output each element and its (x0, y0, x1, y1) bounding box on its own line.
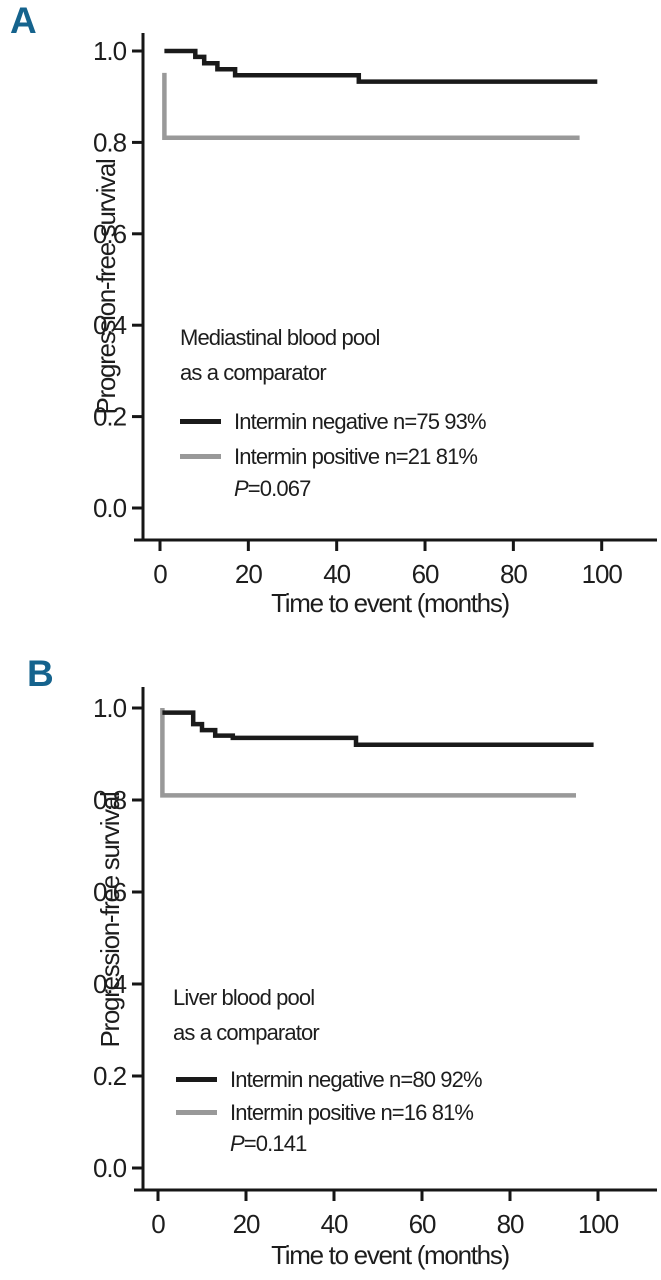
x-tick-label: 40 (321, 1209, 348, 1239)
legend-item-interim-negative: Intermin negative n=80 92% (176, 1063, 483, 1096)
x-tick-label: 20 (233, 1209, 260, 1239)
x-tick-label: 100 (578, 1209, 619, 1239)
p-value: P=0.067 (180, 474, 486, 504)
x-tick-label: 80 (497, 1209, 524, 1239)
annotation-line-1: Mediastinal blood pool (180, 325, 380, 350)
y-tick-label: 0.4 (93, 969, 127, 999)
y-tick-label: 0.0 (93, 493, 127, 523)
y-tick-label: 1.0 (93, 36, 127, 66)
survival-curve-interim-positive (162, 72, 580, 141)
legend-label: Intermin positive n=16 81% (230, 1099, 474, 1125)
legend: Intermin negative n=75 93% Intermin posi… (180, 404, 487, 504)
annotation-line-2: as a comparator (180, 360, 327, 385)
x-axis-title: Time to event (months) (271, 1240, 510, 1270)
legend-item-interim-positive: Intermin positive n=21 81% (180, 439, 486, 474)
x-tick-label: 0 (151, 1209, 165, 1239)
x-tick-label: 60 (409, 1209, 436, 1239)
negative-curve-swatch (176, 1077, 217, 1082)
annotation-line-2: as a comparator (173, 1020, 320, 1045)
legend: Intermin negative n=80 92% Intermin posi… (176, 1063, 483, 1159)
survival-curve-interim-negative (164, 48, 598, 84)
y-tick-label: 0.8 (93, 785, 127, 815)
x-tick-label: 40 (323, 559, 350, 589)
survival-curve-interim-positive (160, 708, 576, 798)
p-value-text: =0.067 (247, 476, 311, 501)
legend-label: Intermin positive n=21 81% (234, 443, 478, 469)
y-tick-label: 0.4 (93, 310, 127, 340)
panel-b-label: B (27, 653, 54, 694)
x-tick-label: 60 (412, 559, 439, 589)
y-tick-label: 0.0 (93, 1153, 127, 1183)
y-tick-label: 0.6 (93, 877, 127, 907)
x-tick-label: 80 (500, 559, 527, 589)
negative-curve-swatch (180, 419, 221, 424)
p-symbol: P (230, 1131, 245, 1156)
legend-label: Intermin negative n=80 92% (230, 1066, 483, 1092)
survival-curve-interim-negative (162, 710, 594, 748)
kaplan-meier-chart-b: 0.0 0.2 0.4 0.6 0.8 1.0 0 20 40 60 80 100 (93, 687, 657, 1239)
positive-curve-swatch (176, 1110, 217, 1115)
y-tick-label: 0.2 (93, 1061, 127, 1091)
comparator-annotation: Liver blood pool as a comparator (173, 980, 320, 1050)
y-tick-label: 0.2 (93, 402, 127, 432)
p-value: P=0.141 (176, 1129, 482, 1159)
annotation-line-1: Liver blood pool (173, 985, 315, 1010)
y-tick-label: 1.0 (93, 693, 127, 723)
positive-curve-swatch (180, 454, 221, 459)
kaplan-meier-chart-a: 0.0 0.2 0.4 0.6 0.8 1.0 0 20 40 60 80 100 (93, 33, 657, 589)
p-value-text: =0.141 (243, 1131, 307, 1156)
comparator-annotation: Mediastinal blood pool as a comparator (180, 320, 380, 390)
panel-a-label: A (10, 0, 37, 41)
x-tick-label: 20 (235, 559, 262, 589)
legend-label: Intermin negative n=75 93% (234, 408, 487, 434)
x-axis-title: Time to event (months) (271, 588, 510, 618)
p-symbol: P (234, 476, 249, 501)
y-tick-label: 0.6 (93, 219, 127, 249)
legend-item-interim-positive: Intermin positive n=16 81% (176, 1096, 482, 1129)
y-tick-label: 0.8 (93, 127, 127, 157)
legend-item-interim-negative: Intermin negative n=75 93% (180, 404, 487, 439)
x-tick-label: 0 (153, 559, 167, 589)
x-tick-label: 100 (582, 559, 623, 589)
